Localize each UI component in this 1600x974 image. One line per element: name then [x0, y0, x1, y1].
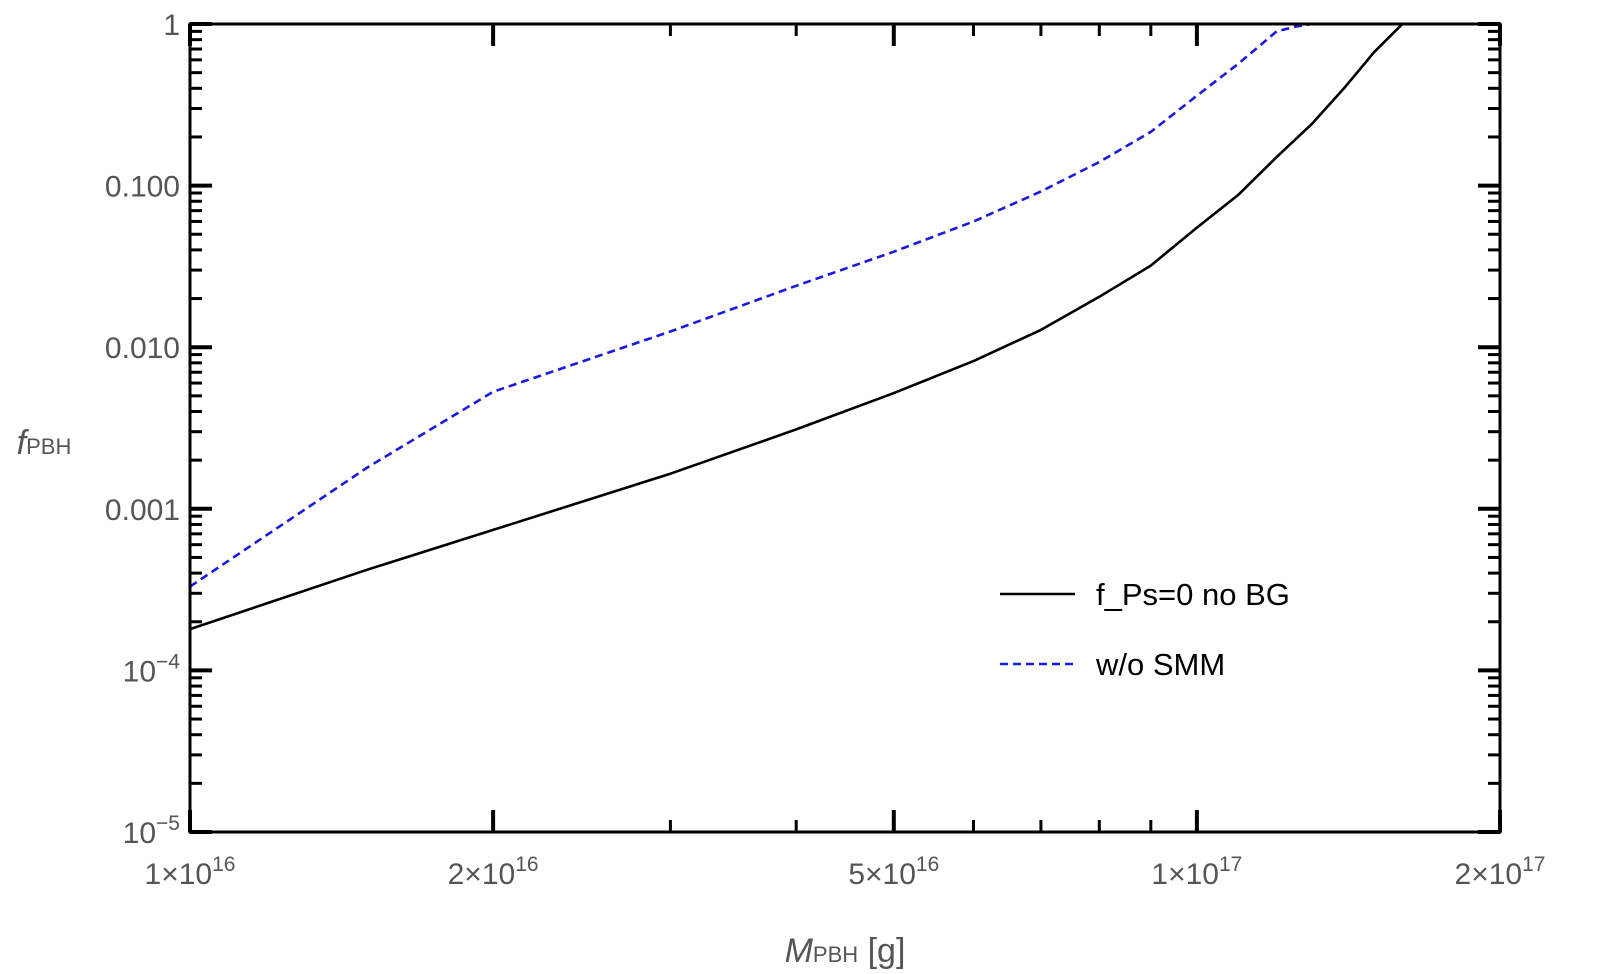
- minor-ticks: [190, 24, 1500, 832]
- series-line-1: [190, 24, 1404, 631]
- series-lines: [190, 24, 1404, 631]
- x-tick-label: 5×1016: [848, 853, 939, 891]
- y-tick-label: 1: [163, 9, 180, 42]
- y-tick-label: 10−4: [123, 650, 181, 688]
- y-axis-title: fPBH: [17, 424, 72, 462]
- y-tick-labels: 1 0.100 0.010 0.001 10−4 10−5: [105, 9, 180, 850]
- legend: f_Ps=0 no BG w/o SMM: [1000, 577, 1290, 682]
- y-tick-label: 0.010: [105, 332, 180, 365]
- x-axis-title: MPBH [g]: [785, 932, 906, 970]
- y-tick-label: 0.001: [105, 494, 180, 527]
- plot-frame: [188, 22, 1502, 834]
- y-tick-label: 0.100: [105, 171, 180, 204]
- major-ticks: [188, 22, 1502, 834]
- series-line-2: [190, 24, 1329, 588]
- x-tick-label: 1×1016: [145, 853, 236, 891]
- x-tick-label: 2×1017: [1455, 853, 1546, 891]
- x-tick-label: 1×1017: [1151, 853, 1242, 891]
- x-tick-labels: 1×1016 2×1016 5×1016 1×1017 2×1017: [145, 853, 1546, 891]
- x-tick-label: 2×1016: [448, 853, 539, 891]
- legend-label-1: f_Ps=0 no BG: [1096, 577, 1290, 612]
- legend-label-2: w/o SMM: [1095, 647, 1225, 682]
- y-tick-label: 10−5: [123, 812, 180, 850]
